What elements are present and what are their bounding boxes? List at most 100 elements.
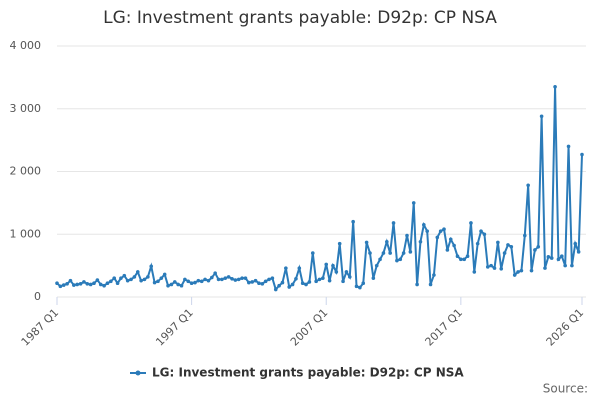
point bbox=[462, 257, 467, 262]
point bbox=[536, 245, 541, 249]
point bbox=[199, 279, 204, 284]
point bbox=[411, 201, 416, 205]
point bbox=[304, 282, 308, 287]
point bbox=[314, 279, 318, 284]
point bbox=[522, 233, 527, 238]
point bbox=[109, 279, 113, 284]
point bbox=[98, 282, 103, 287]
point bbox=[455, 254, 460, 259]
point bbox=[374, 263, 379, 268]
series-line bbox=[56, 86, 583, 292]
point bbox=[327, 278, 332, 283]
point bbox=[132, 275, 137, 279]
point bbox=[381, 251, 386, 255]
point bbox=[573, 241, 578, 246]
point bbox=[576, 250, 581, 254]
point bbox=[482, 232, 487, 237]
x-tick-label: 2007 Q1 bbox=[288, 306, 331, 349]
point bbox=[310, 251, 315, 255]
point bbox=[354, 284, 359, 289]
point bbox=[472, 270, 477, 274]
legend-marker bbox=[135, 370, 141, 376]
x-tick-label: 1997 Q1 bbox=[153, 306, 196, 349]
point bbox=[61, 283, 66, 287]
point bbox=[119, 276, 123, 280]
point bbox=[479, 229, 483, 233]
x-tick-label: 1987 Q1 bbox=[19, 306, 62, 349]
point bbox=[58, 284, 63, 289]
point bbox=[499, 266, 504, 271]
point bbox=[183, 277, 187, 282]
point bbox=[566, 144, 571, 149]
point bbox=[415, 282, 419, 287]
point bbox=[489, 263, 493, 268]
point bbox=[418, 239, 423, 244]
point bbox=[344, 270, 349, 274]
point bbox=[263, 279, 268, 284]
point bbox=[398, 257, 403, 262]
point bbox=[361, 281, 366, 285]
point bbox=[88, 282, 93, 287]
point bbox=[556, 257, 561, 262]
point bbox=[280, 280, 285, 285]
point bbox=[247, 280, 251, 285]
point bbox=[196, 278, 201, 283]
point bbox=[75, 282, 79, 287]
point bbox=[405, 233, 409, 238]
point bbox=[115, 281, 120, 285]
point bbox=[290, 282, 295, 287]
point bbox=[85, 282, 90, 286]
y-tick-label: 4 000 bbox=[10, 39, 42, 52]
point bbox=[469, 221, 473, 225]
point bbox=[270, 276, 275, 280]
point bbox=[82, 280, 86, 284]
point bbox=[233, 278, 238, 282]
point bbox=[563, 263, 567, 268]
point bbox=[465, 254, 470, 259]
point bbox=[95, 278, 100, 282]
point bbox=[300, 281, 305, 285]
point bbox=[459, 257, 463, 262]
y-tick-label: 0 bbox=[34, 290, 41, 303]
point bbox=[125, 278, 130, 283]
y-tick-label: 2 000 bbox=[10, 165, 42, 178]
point bbox=[189, 281, 194, 285]
point bbox=[223, 276, 228, 280]
point bbox=[257, 281, 261, 285]
point bbox=[425, 229, 429, 233]
point bbox=[358, 285, 362, 290]
point bbox=[452, 243, 456, 248]
point bbox=[546, 255, 551, 259]
point bbox=[364, 240, 369, 245]
point bbox=[341, 279, 345, 284]
point bbox=[492, 266, 497, 270]
point bbox=[213, 271, 217, 275]
point bbox=[580, 152, 584, 157]
point bbox=[549, 256, 554, 260]
point bbox=[560, 254, 564, 259]
point bbox=[506, 243, 510, 247]
point bbox=[220, 277, 224, 282]
point bbox=[92, 281, 96, 285]
point bbox=[324, 262, 329, 267]
point bbox=[516, 270, 520, 274]
point bbox=[337, 241, 342, 246]
point bbox=[321, 276, 325, 280]
y-tick-label: 3 000 bbox=[10, 102, 42, 115]
point bbox=[331, 263, 335, 268]
point bbox=[179, 283, 184, 288]
point bbox=[129, 277, 133, 282]
point bbox=[502, 251, 507, 255]
point bbox=[408, 250, 413, 254]
point bbox=[236, 277, 241, 282]
legend-label: LG: Investment grants payable: D92p: CP … bbox=[152, 366, 464, 380]
point bbox=[496, 240, 500, 245]
point bbox=[529, 268, 534, 273]
point bbox=[210, 275, 214, 280]
point bbox=[297, 266, 302, 270]
point bbox=[526, 183, 530, 188]
y-tick-label: 1 000 bbox=[10, 227, 42, 240]
point bbox=[391, 221, 396, 225]
point bbox=[226, 275, 231, 279]
